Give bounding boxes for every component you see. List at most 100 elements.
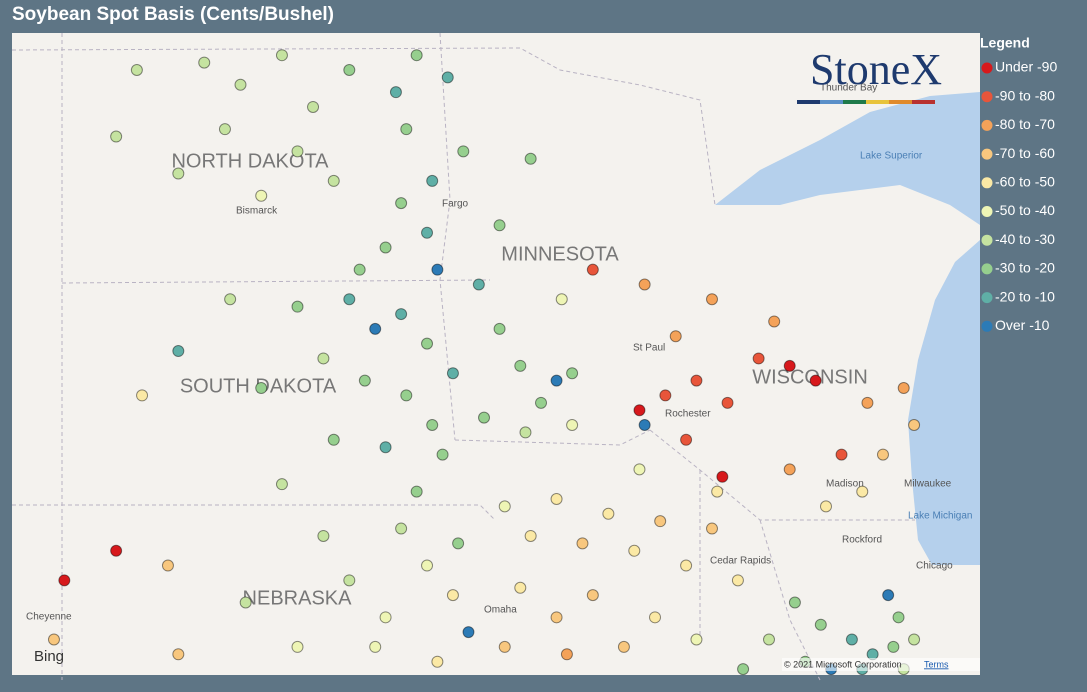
data-point xyxy=(369,640,382,653)
data-point xyxy=(835,448,848,461)
legend-label: -20 to -10 xyxy=(995,288,1055,304)
data-point xyxy=(861,396,874,409)
legend: Under -90 -90 to -80 -80 to -70 -70 to -60 -… xyxy=(981,59,1057,333)
data-point xyxy=(431,655,444,668)
data-point xyxy=(768,315,781,328)
lake-superior xyxy=(715,92,980,225)
data-point xyxy=(690,633,703,646)
data-point xyxy=(586,589,599,602)
place-label: Thunder Bay xyxy=(820,83,877,94)
place-label: Cheyenne xyxy=(26,612,72,623)
data-point xyxy=(514,359,527,372)
data-point xyxy=(172,345,185,358)
data-point xyxy=(110,130,123,143)
data-point xyxy=(218,123,231,136)
data-point xyxy=(291,640,304,653)
data-point xyxy=(737,663,750,676)
data-point xyxy=(446,367,459,380)
data-point xyxy=(566,419,579,432)
data-point xyxy=(908,419,921,432)
data-point xyxy=(198,56,211,69)
data-point xyxy=(327,433,340,446)
terms-link[interactable]: Terms xyxy=(924,659,949,669)
data-point xyxy=(291,145,304,158)
data-point xyxy=(421,337,434,350)
data-point xyxy=(897,382,910,395)
legend-label: -60 to -50 xyxy=(995,174,1055,190)
legend-marker xyxy=(981,177,993,189)
data-point xyxy=(255,382,268,395)
data-point xyxy=(172,167,185,180)
legend-marker xyxy=(981,263,993,275)
data-point xyxy=(457,145,470,158)
data-point xyxy=(706,293,718,306)
data-point xyxy=(358,374,371,387)
data-point xyxy=(343,63,356,76)
state-label: NEBRASKA xyxy=(243,587,353,609)
data-point xyxy=(400,123,413,136)
data-point xyxy=(576,537,589,550)
legend-label: -50 to -40 xyxy=(995,202,1055,218)
data-point xyxy=(493,219,506,232)
data-point xyxy=(690,374,703,387)
data-point xyxy=(819,500,832,513)
legend-label: -90 to -80 xyxy=(995,87,1055,103)
data-point xyxy=(436,448,449,461)
data-point xyxy=(602,507,615,520)
data-point xyxy=(224,293,237,306)
data-point xyxy=(130,63,143,76)
legend-label: -70 to -60 xyxy=(995,145,1055,161)
data-point xyxy=(731,574,744,587)
data-point xyxy=(441,71,454,84)
data-point xyxy=(814,618,827,631)
data-point xyxy=(462,626,475,639)
data-point xyxy=(47,633,60,646)
data-point xyxy=(638,278,651,291)
legend-label: -30 to -20 xyxy=(995,260,1055,276)
place-label: Fargo xyxy=(442,199,469,210)
data-point xyxy=(586,263,599,276)
data-point xyxy=(721,396,734,409)
data-point xyxy=(395,197,408,210)
data-point xyxy=(519,426,532,439)
legend-marker xyxy=(981,91,993,103)
data-point xyxy=(514,581,527,594)
data-point xyxy=(856,485,869,498)
data-point xyxy=(659,389,672,402)
data-point xyxy=(255,189,268,202)
place-label: Omaha xyxy=(484,605,517,616)
data-point xyxy=(716,470,729,483)
data-point xyxy=(369,322,382,335)
data-point xyxy=(680,433,693,446)
data-point xyxy=(291,300,304,313)
data-point xyxy=(234,78,247,91)
legend-marker xyxy=(981,292,993,304)
data-point xyxy=(711,485,724,498)
data-point xyxy=(550,374,563,387)
data-point xyxy=(566,367,579,380)
state-label: WISCONSIN xyxy=(752,366,868,388)
data-point xyxy=(395,308,408,321)
data-point xyxy=(882,589,895,602)
data-point xyxy=(638,419,651,432)
data-point xyxy=(275,478,288,491)
legend-marker xyxy=(981,320,993,332)
data-point xyxy=(395,522,408,535)
data-point xyxy=(617,640,630,653)
data-point xyxy=(876,448,889,461)
data-point xyxy=(161,559,174,572)
copyright: © 2021 Microsoft Corporation xyxy=(784,659,902,669)
data-point xyxy=(524,152,537,165)
data-point xyxy=(887,640,900,653)
data-point xyxy=(498,640,511,653)
place-label: St Paul xyxy=(633,343,665,354)
provider: Bing xyxy=(34,648,64,665)
map[interactable]: NORTH DAKOTA MINNESOTA SOUTH DAKOTA WISC… xyxy=(11,32,980,681)
data-point xyxy=(809,374,822,387)
data-point xyxy=(628,544,641,557)
data-point xyxy=(680,559,693,572)
data-point xyxy=(550,611,563,624)
data-point xyxy=(706,522,718,535)
place-label: Chicago xyxy=(916,561,953,572)
